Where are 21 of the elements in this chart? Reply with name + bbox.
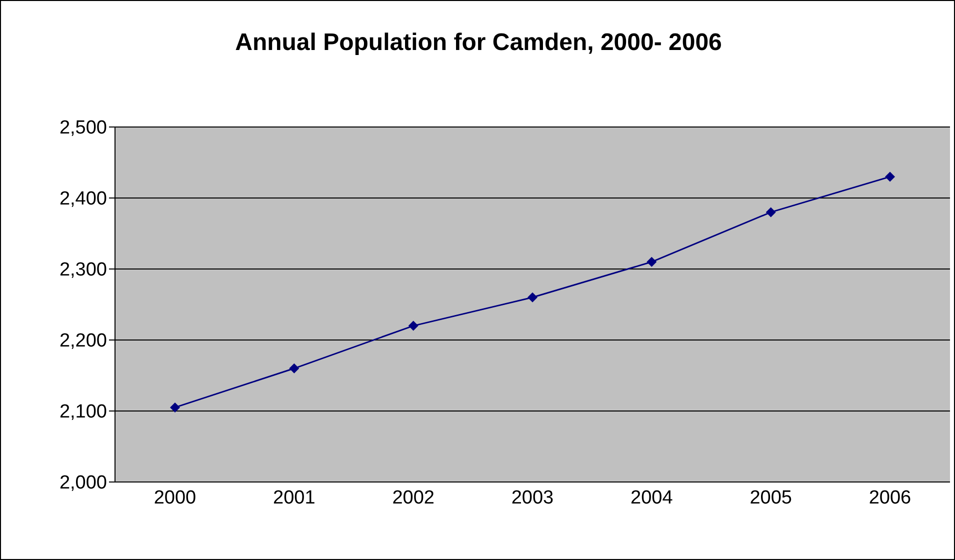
y-tick-label: 2,200 xyxy=(59,330,107,352)
point xyxy=(646,256,657,267)
y-tick-label: 2,000 xyxy=(59,472,107,494)
y-tick-label: 2,500 xyxy=(59,118,107,139)
point xyxy=(885,172,895,182)
y-tick-label: 2,100 xyxy=(59,402,107,423)
y-tick-label: 2,300 xyxy=(59,260,107,281)
point xyxy=(408,320,418,331)
x-tick-label: 2000 xyxy=(154,487,196,508)
point xyxy=(289,363,300,374)
chart-title: Annual Population for Camden, 2000- 2006 xyxy=(234,29,723,57)
x-tick-label: 2006 xyxy=(868,487,912,508)
point xyxy=(528,292,538,302)
point xyxy=(170,402,180,412)
y-tick-label: 2,400 xyxy=(59,188,107,210)
x-tick-label: 2005 xyxy=(750,487,792,508)
x-tick-label: 2004 xyxy=(630,487,674,508)
x-tick-label: 2003 xyxy=(511,487,554,508)
x-tick-label: 2001 xyxy=(273,487,316,508)
point xyxy=(766,207,776,218)
x-tick-label: 2002 xyxy=(392,487,434,508)
